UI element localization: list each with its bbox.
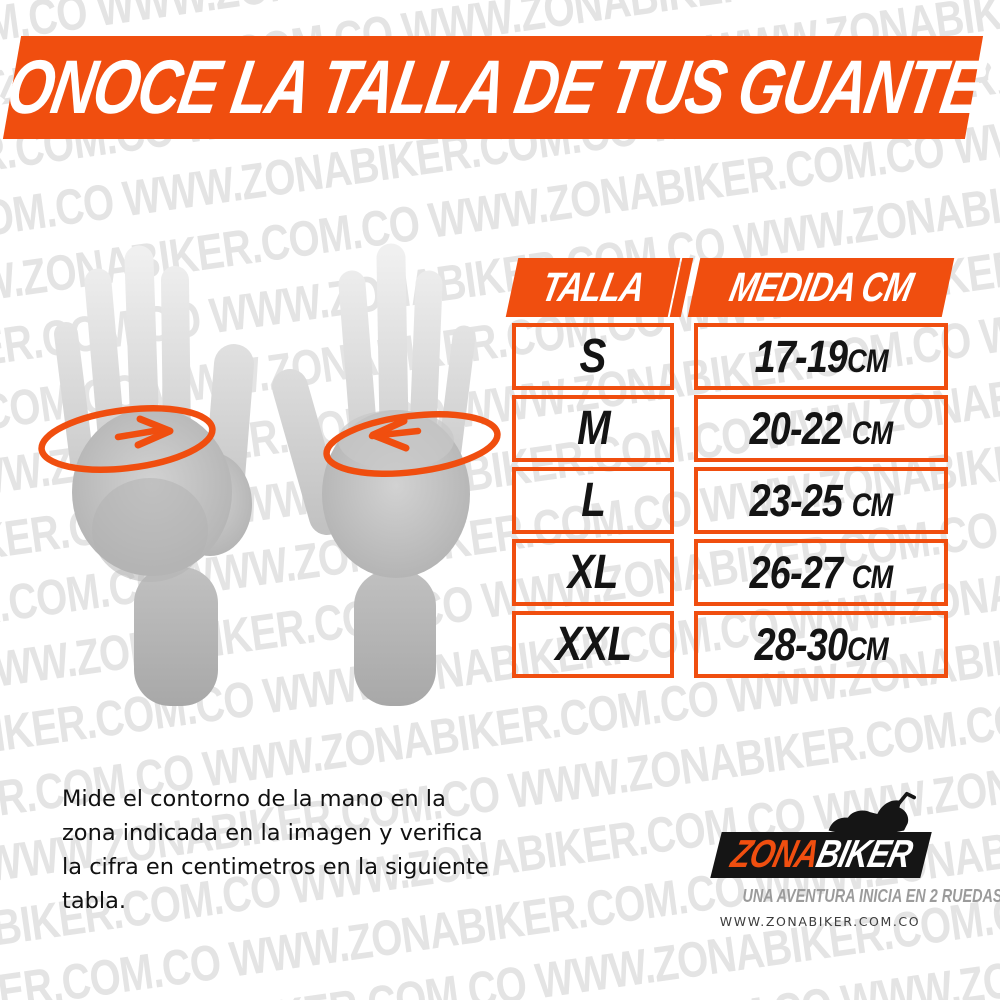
table-row-l-size: L: [512, 467, 674, 534]
table-row-l-measure: 23-25 cm: [694, 467, 948, 534]
palm-hand-illustration: [54, 245, 254, 706]
table-row-s-size: S: [512, 323, 674, 390]
table-header-medida-label: MEDIDA CM: [725, 264, 917, 310]
brand-logo: ZONABIKER: [710, 832, 932, 878]
instructions-line: Mide el contorno de la mano en la: [62, 786, 446, 812]
size-label: S: [579, 330, 607, 383]
size-label: L: [581, 474, 606, 527]
instructions-line: zona indicada en la imagen y verifica: [62, 820, 483, 846]
brand-tagline: UNA AVENTURA INICIA EN 2 RUEDAS: [710, 886, 1000, 907]
brand-logo-text: ZONABIKER: [726, 833, 916, 877]
brand-zona: ZONA: [726, 833, 823, 876]
table-row-xxl-measure: 28-30cm: [694, 611, 948, 678]
instructions-text: Mide el contorno de la mano en la zona i…: [62, 782, 562, 918]
table-row-s-measure: 17-19cm: [694, 323, 948, 390]
page-title: CONOCE LA TALLA DE TUS GUANTES: [0, 45, 1000, 130]
motorcycle-icon: [828, 791, 916, 835]
measure-value: 26-27 cm: [749, 546, 894, 598]
table-row-xl-measure: 26-27 cm: [694, 539, 948, 606]
size-label: M: [576, 402, 611, 455]
title-banner: CONOCE LA TALLA DE TUS GUANTES: [0, 36, 1000, 139]
size-label: XXL: [555, 618, 632, 671]
table-row-xl-size: XL: [512, 539, 674, 606]
brand-website: WWW.ZONABIKER.COM.CO: [719, 914, 921, 929]
measure-value: 23-25 cm: [749, 474, 894, 526]
measure-value: 17-19cm: [754, 330, 888, 382]
measure-loop-left: [38, 405, 216, 473]
brand-biker: BIKER: [811, 833, 916, 876]
measure-value: 20-22 cm: [749, 402, 894, 454]
table-header-medida: MEDIDA CM: [687, 258, 955, 317]
instructions-line: la cifra en centimetros en la siguiente: [62, 854, 489, 880]
instructions-line: tabla.: [62, 888, 127, 914]
table-header-talla: TALLA: [505, 258, 681, 317]
measure-value: 28-30cm: [754, 618, 888, 670]
back-hand-illustration: [272, 243, 476, 706]
table-row-xxl-size: XXL: [512, 611, 674, 678]
table-row-m-measure: 20-22 cm: [694, 395, 948, 462]
table-row-m-size: M: [512, 395, 674, 462]
table-header-talla-label: TALLA: [537, 264, 649, 310]
brand-tagline-text: UNA AVENTURA INICIA EN 2 RUEDAS: [742, 886, 1000, 906]
measure-loop-right: [323, 411, 501, 477]
size-label: XL: [568, 546, 619, 599]
hands-illustration: [38, 243, 501, 706]
